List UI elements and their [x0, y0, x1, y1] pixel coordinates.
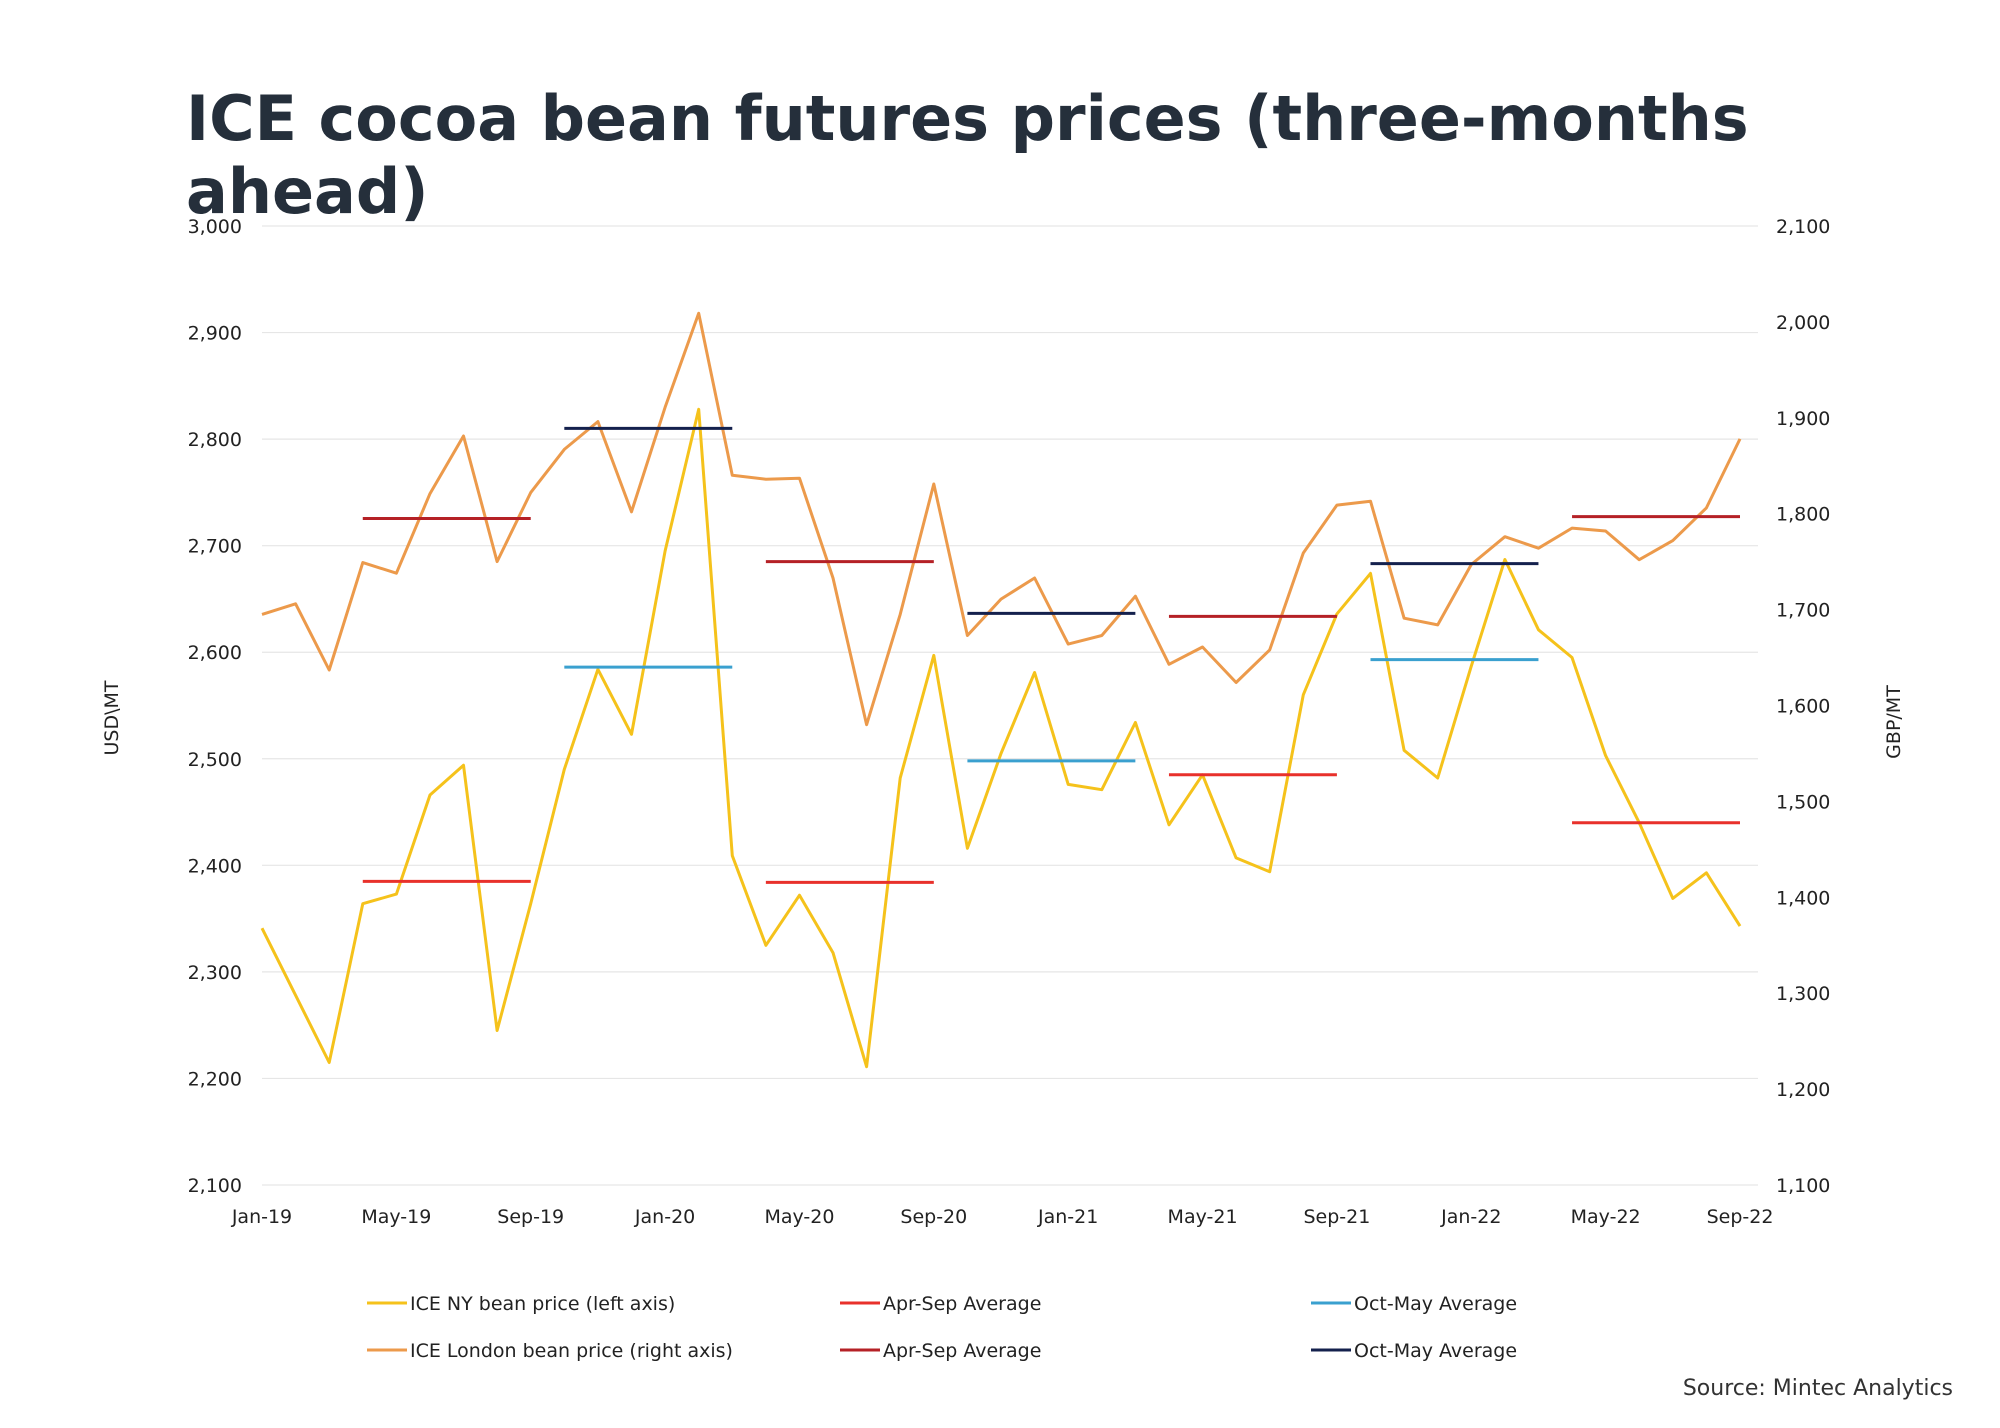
- right-axis-label: GBP/MT: [1883, 685, 1905, 759]
- right-tick-label: 1,600: [1776, 696, 1830, 718]
- x-tick-label: Jan-22: [1440, 1206, 1501, 1228]
- legend-item: ICE London bean price (right axis): [367, 1340, 733, 1362]
- right-tick-label: 1,500: [1776, 791, 1830, 813]
- x-tick-label: May-19: [361, 1206, 431, 1228]
- right-axis-ticks: 1,100 1,200 1,300 1,400 1,500 1,600 1,700 1,800…: [1776, 216, 1830, 1197]
- x-tick-label: Sep-21: [1303, 1206, 1370, 1228]
- legend: ICE NY bean price (left axis) Apr-Sep Ave…: [367, 1293, 1517, 1362]
- legend-item: Apr-Sep Average: [840, 1340, 1041, 1362]
- left-axis-ticks: 2,100 2,200 2,300 2,400 2,500 2,600 2,700 2,800…: [188, 216, 242, 1197]
- legend-label: ICE London bean price (right axis): [410, 1340, 733, 1362]
- x-tick-label: Sep-19: [497, 1206, 564, 1228]
- left-axis-label: USD\MT: [101, 680, 123, 755]
- right-tick-label: 1,100: [1776, 1175, 1830, 1197]
- left-tick-label: 2,600: [188, 642, 242, 664]
- series-lines: [260, 311, 1742, 1069]
- chart-title: ICE cocoa bean futures prices (three-mon…: [186, 82, 1749, 228]
- x-tick-label: Jan-19: [231, 1206, 292, 1228]
- legend-label: Apr-Sep Average: [883, 1293, 1041, 1315]
- left-tick-label: 2,200: [188, 1068, 242, 1090]
- legend-item: Apr-Sep Average: [840, 1293, 1041, 1315]
- legend-item: Oct-May Average: [1311, 1340, 1517, 1362]
- gridlines: [262, 225, 1758, 1186]
- right-tick-label: 2,100: [1776, 216, 1830, 238]
- source-note: Source: Mintec Analytics: [1682, 1376, 1953, 1401]
- london-price-line: [261, 311, 1742, 727]
- legend-label: Oct-May Average: [1354, 1293, 1517, 1315]
- legend-label: Apr-Sep Average: [883, 1340, 1041, 1362]
- x-tick-label: Jan-21: [1037, 1206, 1098, 1228]
- left-tick-label: 2,500: [188, 749, 242, 771]
- x-axis-ticks: Jan-19 May-19 Sep-19 Jan-20 May-20 Sep-20 Jan-…: [231, 1206, 1774, 1228]
- right-tick-label: 1,300: [1776, 983, 1830, 1005]
- legend-item: Oct-May Average: [1311, 1293, 1517, 1315]
- left-tick-label: 2,700: [188, 536, 242, 558]
- left-tick-label: 2,400: [188, 855, 242, 877]
- ny-price-line: [260, 407, 1742, 1069]
- legend-label: Oct-May Average: [1354, 1340, 1517, 1362]
- left-tick-label: 2,800: [188, 429, 242, 451]
- right-tick-label: 1,800: [1776, 504, 1830, 526]
- x-tick-label: May-21: [1168, 1206, 1238, 1228]
- left-tick-label: 2,900: [188, 323, 242, 345]
- x-tick-label: Sep-20: [900, 1206, 967, 1228]
- left-tick-label: 3,000: [188, 216, 242, 238]
- right-tick-label: 1,400: [1776, 887, 1830, 909]
- right-tick-label: 1,700: [1776, 600, 1830, 622]
- legend-label: ICE NY bean price (left axis): [410, 1293, 675, 1315]
- left-tick-label: 2,300: [188, 962, 242, 984]
- right-tick-label: 2,000: [1776, 312, 1830, 334]
- right-tick-label: 1,900: [1776, 408, 1830, 430]
- x-tick-label: Sep-22: [1707, 1206, 1774, 1228]
- x-tick-label: Jan-20: [634, 1206, 695, 1228]
- left-tick-label: 2,100: [188, 1175, 242, 1197]
- legend-item: ICE NY bean price (left axis): [367, 1293, 675, 1315]
- x-tick-label: May-20: [764, 1206, 834, 1228]
- right-tick-label: 1,200: [1776, 1079, 1830, 1101]
- x-tick-label: May-22: [1571, 1206, 1641, 1228]
